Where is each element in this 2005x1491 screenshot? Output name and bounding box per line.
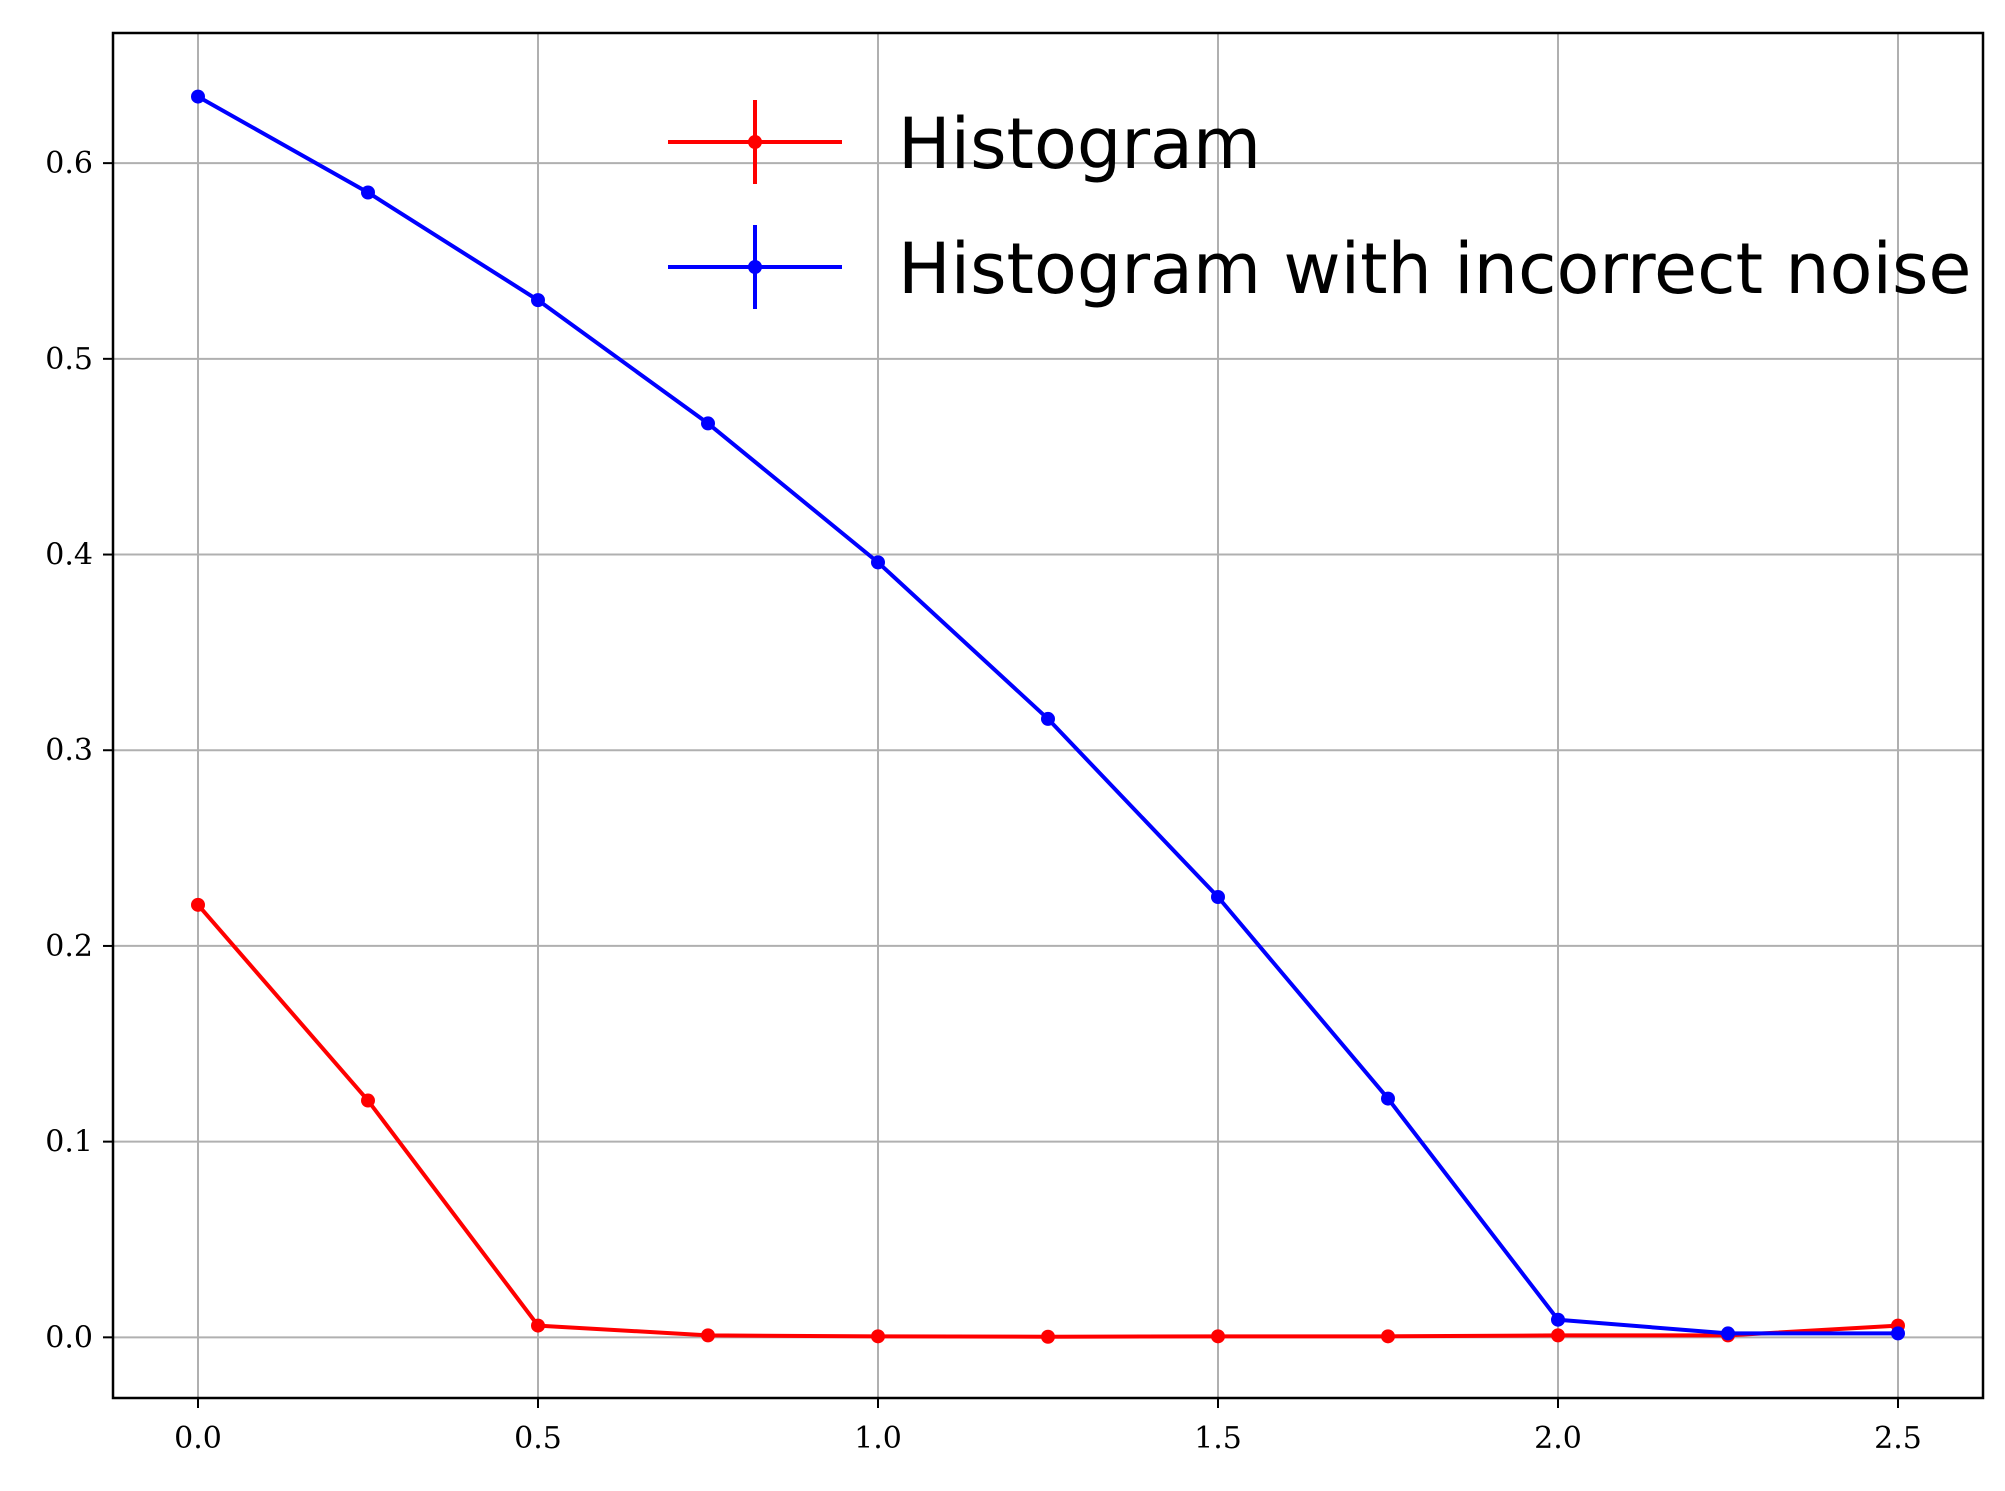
- grid-lines: [113, 33, 1983, 1398]
- data-point: [701, 1328, 715, 1343]
- y-tick-label: 0.0: [45, 1320, 93, 1355]
- legend-marker: [748, 135, 762, 149]
- data-point: [1211, 890, 1225, 905]
- data-point: [1041, 1329, 1055, 1344]
- data-point: [1211, 1329, 1225, 1344]
- axes-frame: [111, 31, 1985, 1400]
- data-point: [1381, 1091, 1395, 1106]
- data-point: [1891, 1326, 1905, 1341]
- series-2: [191, 89, 1905, 1341]
- y-axis-ticks: 0.0 0.1 0.2 0.3 0.4 0.5 0.6: [45, 146, 113, 1355]
- legend-marker: [748, 260, 762, 274]
- data-point: [361, 1093, 375, 1108]
- data-point: [191, 89, 205, 104]
- data-point: [531, 1318, 545, 1333]
- data-point: [871, 1329, 885, 1344]
- x-tick-label: 0.0: [174, 1421, 222, 1456]
- data-point: [531, 293, 545, 308]
- legend-item: Histogram with incorrect noise: [668, 225, 1971, 310]
- x-tick-label: 2.5: [1874, 1421, 1922, 1456]
- y-tick-label: 0.3: [45, 733, 93, 768]
- legend-item: Histogram: [668, 100, 1261, 185]
- data-point: [871, 555, 885, 570]
- data-point: [191, 897, 205, 912]
- x-axis-ticks: 0.0 0.5 1.0 1.5 2.0 2.5: [174, 1398, 1922, 1456]
- series-1: [191, 897, 1905, 1344]
- data-point: [1721, 1326, 1735, 1341]
- x-tick-label: 1.0: [854, 1421, 902, 1456]
- x-tick-label: 1.5: [1194, 1421, 1242, 1456]
- legend-label: Histogram: [898, 103, 1261, 185]
- data-point: [361, 185, 375, 200]
- legend-label: Histogram with incorrect noise: [898, 228, 1971, 310]
- data-point: [701, 416, 715, 431]
- y-tick-label: 0.5: [45, 342, 93, 377]
- y-tick-label: 0.4: [45, 538, 93, 573]
- y-tick-label: 0.1: [45, 1125, 93, 1160]
- x-tick-label: 2.0: [1534, 1421, 1582, 1456]
- data-point: [1551, 1328, 1565, 1343]
- y-tick-label: 0.6: [45, 146, 93, 181]
- legend: Histogram Histogram with incorrect noise: [668, 100, 1971, 310]
- x-tick-label: 0.5: [514, 1421, 562, 1456]
- y-tick-label: 0.2: [45, 929, 93, 964]
- data-point: [1381, 1329, 1395, 1344]
- data-point: [1551, 1312, 1565, 1327]
- data-point: [1041, 711, 1055, 726]
